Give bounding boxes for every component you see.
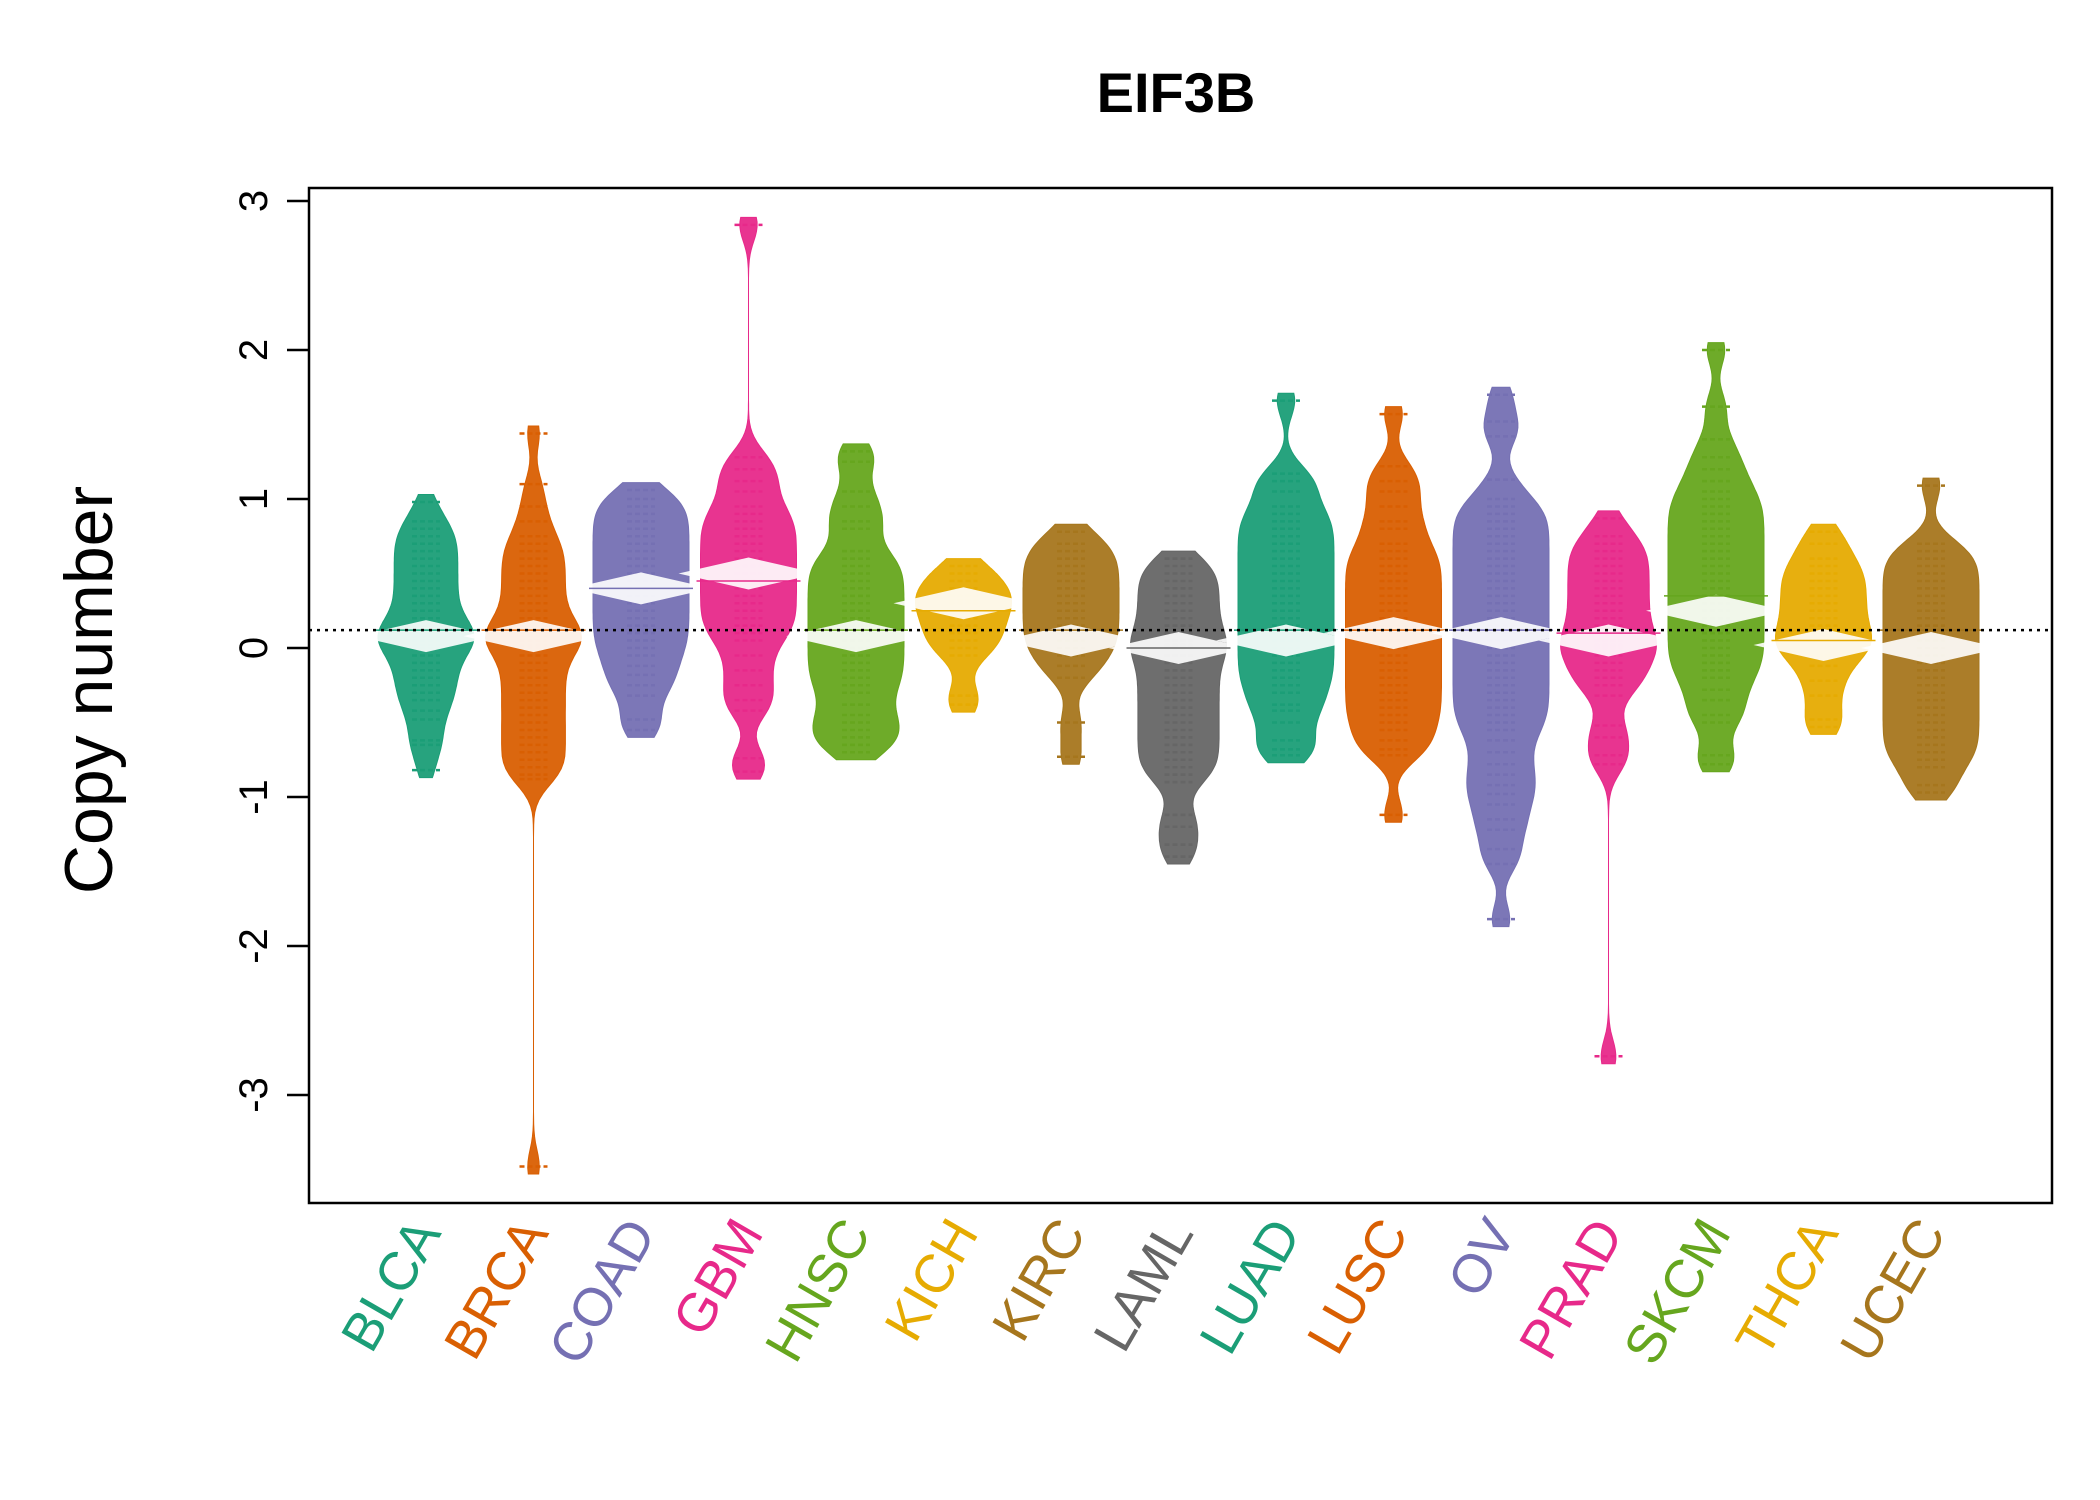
bean-density-prad: [1559, 510, 1658, 1065]
bean-ucec: [1861, 477, 2001, 801]
bean-median-notch: [1323, 617, 1464, 650]
bean-median-notch: [1753, 629, 1894, 662]
y-tick-label: 2: [232, 339, 276, 361]
bean-density-luad: [1237, 392, 1335, 764]
bean-median-notch: [1216, 624, 1356, 657]
bean-density-laml: [1129, 550, 1228, 865]
chart-title: EIF3B: [1097, 61, 1256, 124]
bean-median-notch: [1646, 594, 1786, 627]
bean-median-notch: [1861, 632, 2001, 664]
bean-kirc: [1001, 523, 1141, 765]
plot-frame: [307, 186, 2054, 1205]
x-tick-label-kich: KICH: [873, 1209, 989, 1351]
bean-prad: [1538, 510, 1679, 1065]
bean-median-notch: [678, 557, 819, 590]
y-tick-label: -3: [232, 1077, 276, 1113]
bean-density-kich: [915, 558, 1012, 713]
x-tick-label-lusc: LUSC: [1296, 1209, 1420, 1364]
bean-ov: [1431, 386, 1571, 928]
bean-median-notch: [356, 620, 496, 653]
bean-density-ov: [1452, 386, 1550, 928]
y-axis-label: Copy number: [51, 486, 127, 894]
bean-kich: [893, 558, 1034, 713]
bean-hnsc: [786, 443, 926, 761]
bean-gbm: [678, 216, 819, 780]
x-tick-label-luad: LUAD: [1188, 1209, 1312, 1364]
x-tick-label-gbm: GBM: [661, 1209, 774, 1346]
bean-density-hnsc: [807, 443, 905, 761]
y-tick-label: 1: [232, 488, 276, 510]
x-tick-label-coad: COAD: [537, 1209, 667, 1374]
x-tick-label-laml: LAML: [1082, 1209, 1205, 1361]
y-tick-label: 0: [232, 637, 276, 659]
bean-median-notch: [786, 620, 926, 653]
bean-blca: [356, 494, 496, 779]
bean-median-notch: [1431, 617, 1571, 650]
y-tick-label: 3: [232, 190, 276, 212]
bean-median-notch: [893, 587, 1034, 620]
bean-brca: [463, 425, 604, 1175]
bean-skcm: [1646, 342, 1786, 773]
bean-luad: [1216, 392, 1356, 764]
x-tick-label-ov: OV: [1436, 1209, 1527, 1307]
bean-density-brca: [484, 425, 583, 1175]
x-tick-label-hnsc: HNSC: [754, 1209, 882, 1372]
x-tick-label-ucec: UCEC: [1829, 1209, 1957, 1372]
bean-median-notch: [463, 620, 604, 653]
bean-laml: [1108, 550, 1249, 865]
bean-density-lusc: [1345, 406, 1442, 823]
bean-density-skcm: [1667, 342, 1765, 773]
bean-coad: [571, 482, 711, 738]
y-tick-label: -1: [232, 779, 276, 815]
bean-lusc: [1323, 406, 1464, 823]
bean-density-gbm: [700, 216, 797, 780]
x-tick-label-kirc: KIRC: [981, 1209, 1097, 1351]
y-tick-label: -2: [232, 928, 276, 964]
bean-median-notch: [1001, 624, 1141, 657]
plot-area: -3-2-10123BLCABRCACOADGBMHNSCKICHKIRCLAM…: [232, 186, 2054, 1374]
bean-density-coad: [592, 482, 690, 738]
x-tick-label-skcm: SKCM: [1612, 1209, 1742, 1374]
